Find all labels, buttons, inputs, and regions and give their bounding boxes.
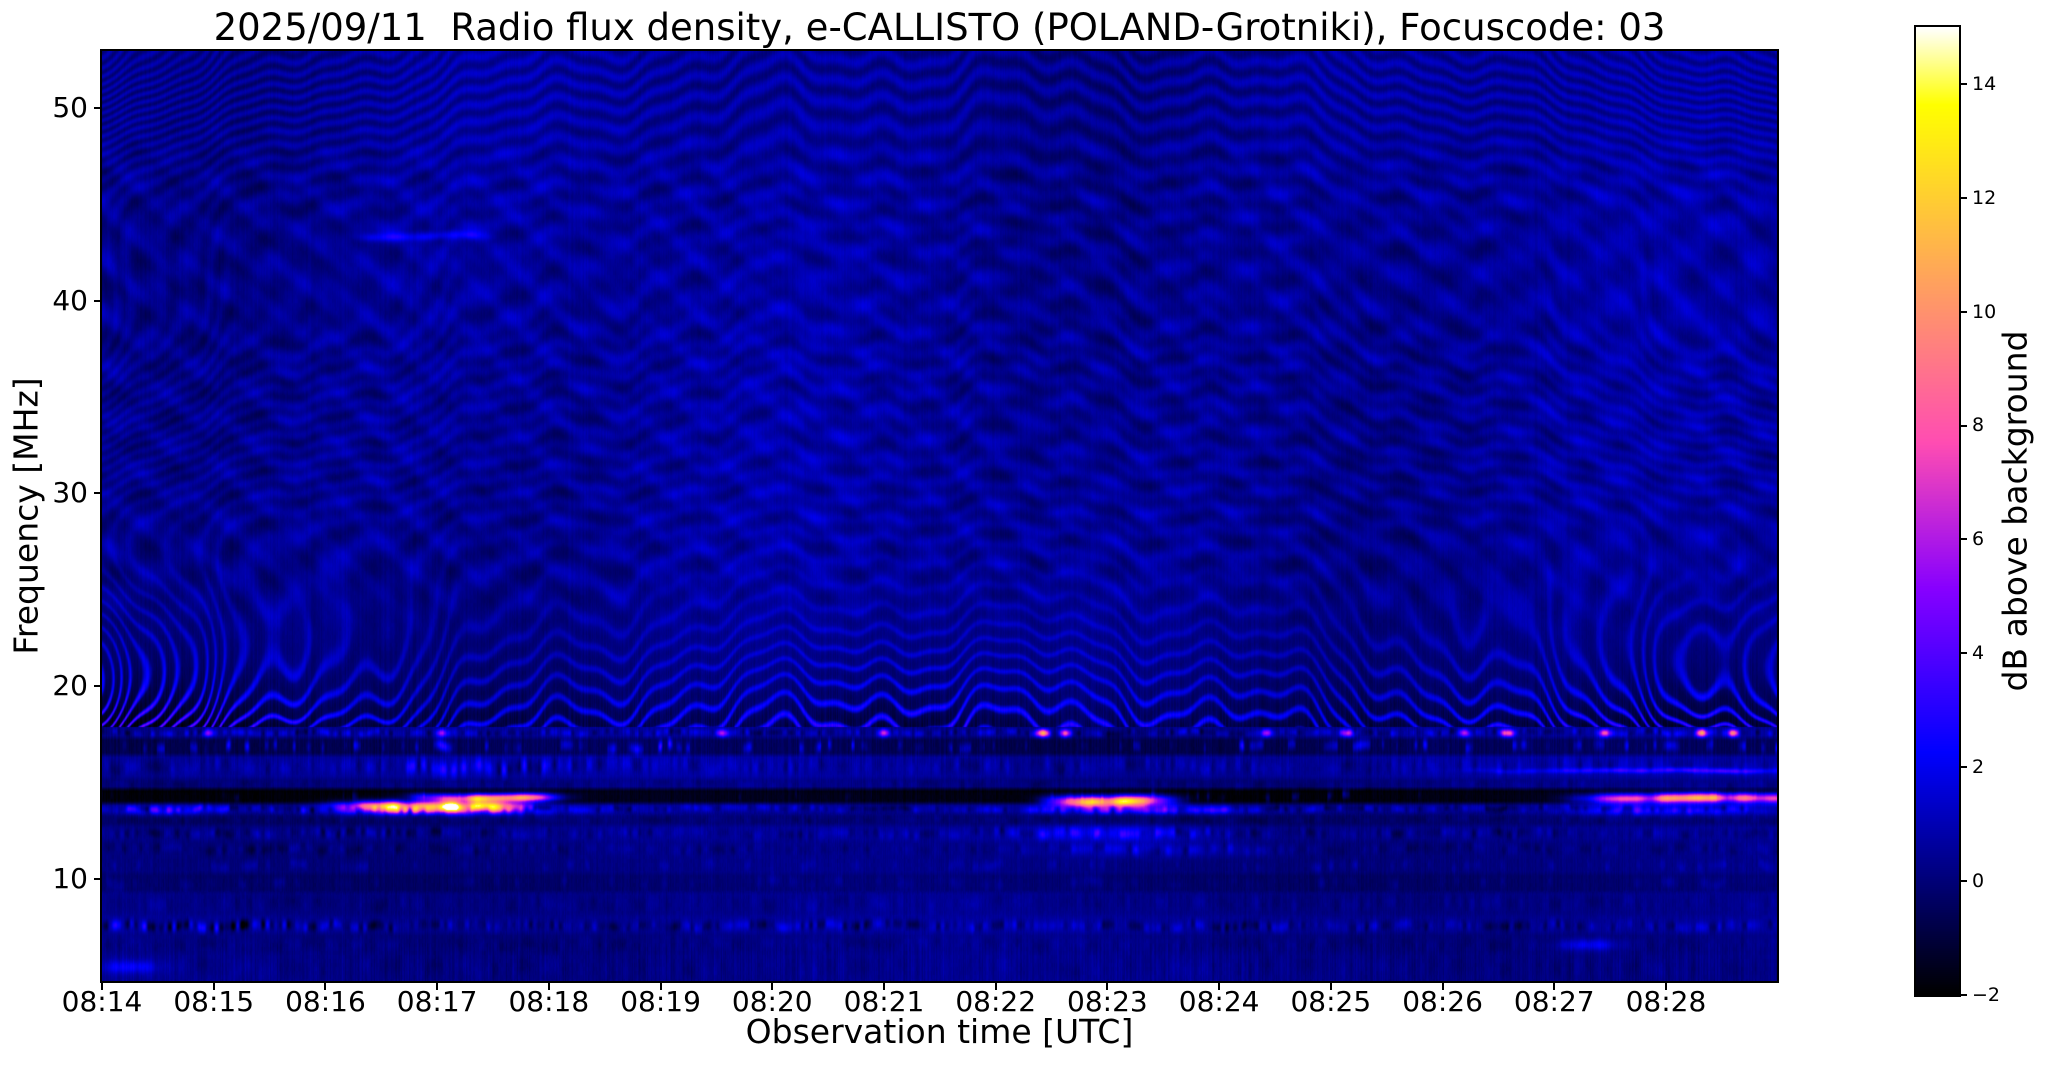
x-tick-label: 08:24	[1178, 985, 1260, 1018]
x-tick-label: 08:17	[396, 985, 478, 1018]
x-tick-mark	[436, 983, 439, 990]
colorbar-tick-label: 6	[1972, 528, 1985, 551]
colorbar-tick-mark	[1960, 196, 1967, 199]
colorbar-tick-label: 10	[1972, 300, 1997, 323]
y-tick-label: 50	[52, 90, 88, 124]
colorbar-label: dB above background	[1995, 330, 2035, 692]
colorbar-tick-mark	[1960, 766, 1967, 769]
y-tick-mark	[94, 684, 101, 687]
colorbar-tick-mark	[1960, 652, 1967, 655]
colorbar-tick-label: 14	[1972, 72, 1997, 95]
x-tick-label: 08:25	[1290, 985, 1372, 1018]
colorbar-tick-label: 12	[1972, 186, 1997, 209]
x-tick-mark	[324, 983, 327, 990]
colorbar-frame	[1914, 25, 1961, 997]
y-axis-label: Frequency [MHz]	[6, 377, 46, 655]
x-tick-mark	[212, 983, 215, 990]
x-tick-label: 08:28	[1625, 985, 1707, 1018]
x-tick-mark	[1329, 983, 1332, 990]
colorbar-tick-label: −2	[1972, 983, 2001, 1006]
x-tick-mark	[1106, 983, 1109, 990]
x-tick-label: 08:26	[1402, 985, 1483, 1018]
x-tick-label: 08:15	[173, 985, 255, 1018]
x-tick-label: 08:19	[620, 985, 701, 1018]
colorbar-tick-mark	[1960, 82, 1967, 85]
y-tick-label: 40	[52, 283, 88, 317]
x-tick-mark	[1553, 983, 1556, 990]
colorbar-tick-mark	[1960, 538, 1967, 541]
x-tick-mark	[659, 983, 662, 990]
x-axis-label: Observation time [UTC]	[745, 1012, 1134, 1051]
y-tick-label: 20	[52, 668, 88, 702]
x-tick-mark	[1441, 983, 1444, 990]
x-tick-label: 08:21	[843, 985, 925, 1018]
x-tick-label: 08:18	[508, 985, 590, 1018]
colorbar-tick-mark	[1960, 880, 1967, 883]
colorbar-gradient	[1916, 27, 1959, 995]
x-tick-label: 08:14	[61, 985, 143, 1018]
x-tick-mark	[101, 983, 103, 990]
y-tick-label: 10	[52, 861, 88, 895]
x-tick-mark	[1664, 983, 1667, 990]
colorbar-tick-mark	[1960, 424, 1967, 427]
y-tick-label: 30	[52, 476, 88, 510]
x-tick-label: 08:27	[1513, 985, 1595, 1018]
x-tick-mark	[994, 983, 997, 990]
y-tick-mark	[94, 877, 101, 880]
x-tick-label: 08:23	[1067, 985, 1148, 1018]
colorbar-tick-mark	[1960, 994, 1967, 996]
x-tick-label: 08:22	[955, 985, 1037, 1018]
y-tick-mark	[94, 106, 101, 109]
y-tick-mark	[94, 299, 101, 302]
colorbar-tick-label: 0	[1972, 869, 1985, 892]
x-tick-label: 08:20	[731, 985, 813, 1018]
x-tick-mark	[882, 983, 885, 990]
y-tick-mark	[94, 492, 101, 495]
figure-title: 2025/09/11 Radio flux density, e-CALLIST…	[213, 6, 1666, 49]
x-tick-mark	[1218, 983, 1221, 990]
colorbar-tick-mark	[1960, 310, 1967, 313]
x-tick-mark	[771, 983, 774, 990]
colorbar-tick-label: 2	[1972, 756, 1985, 779]
spectrogram-heatmap	[102, 51, 1777, 981]
colorbar-tick-label: 8	[1972, 414, 1985, 437]
plot-frame	[100, 49, 1779, 983]
x-tick-mark	[547, 983, 550, 990]
colorbar-tick-label: 4	[1972, 642, 1985, 665]
x-tick-label: 08:16	[285, 985, 366, 1018]
